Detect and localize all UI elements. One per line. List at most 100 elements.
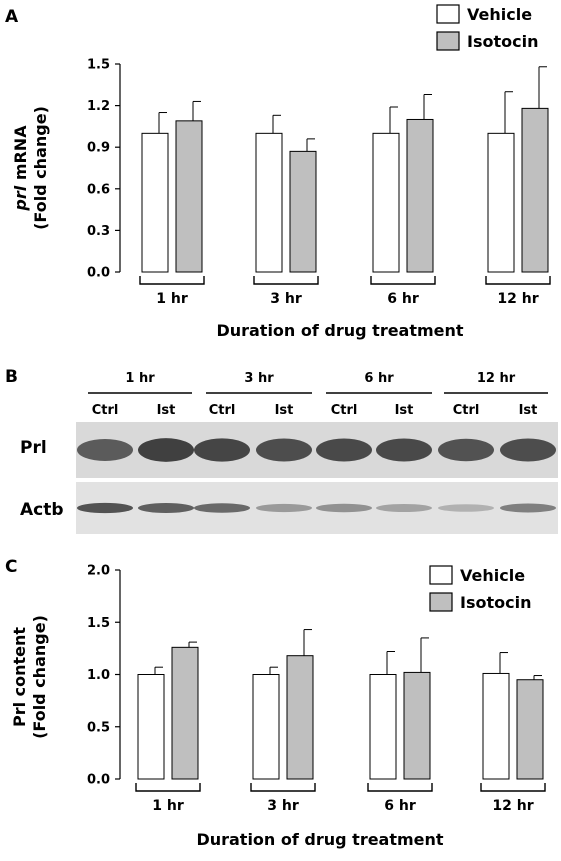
blot-band-actb	[316, 503, 372, 513]
bar-isotocin-12hr	[516, 679, 544, 780]
legend-a: Vehicle Isotocin	[436, 4, 538, 51]
category-bracket	[250, 783, 316, 792]
blot-lane-label: Ctrl	[209, 403, 236, 418]
blot-band-actb	[500, 503, 556, 513]
bars-c	[137, 629, 544, 780]
bar-isotocin-3hr	[286, 655, 314, 780]
x-tick-label: 6 hr	[384, 798, 416, 814]
category-bracket	[253, 276, 319, 285]
x-tick-label: 3 hr	[267, 798, 299, 814]
x-tick-label: 1 hr	[152, 798, 184, 814]
x-tick-label: 1 hr	[156, 291, 188, 307]
blot-band-actb	[256, 503, 312, 513]
panel-label-a: A	[5, 7, 19, 27]
y-tick-label: 0.9	[87, 141, 110, 156]
bar-vehicle-12hr	[487, 132, 515, 273]
panel-label-b: B	[5, 367, 18, 387]
y-tick-label: 1.0	[87, 668, 110, 683]
y-axis-label-line1: Prl content	[10, 627, 29, 727]
bar-vehicle-1hr	[141, 132, 169, 273]
panel-c: C Prl content (Fold change) 0.0 0.5 1.0 1.5 2…	[0, 550, 561, 857]
bar-isotocin-1hr	[171, 646, 199, 780]
blot-lane-label: Ist	[395, 403, 414, 418]
blot-band-actb	[376, 504, 432, 512]
panel-label-c: C	[5, 557, 17, 577]
bar-vehicle-3hr	[252, 674, 280, 780]
x-axis-label-a: Duration of drug treatment	[216, 321, 463, 340]
bar-vehicle-6hr	[369, 674, 397, 780]
y-tick-label: 0.0	[87, 266, 110, 281]
y-axis-label-a: prl mRNA (Fold change)	[11, 106, 50, 230]
y-tick-label: 0.6	[87, 182, 110, 197]
y-axis-label-gene: prl	[11, 185, 30, 211]
category-bracket	[480, 783, 546, 792]
y-tick-label: 2.0	[87, 564, 110, 579]
blot-group-label: 3 hr	[244, 371, 274, 386]
y-tick-label: 1.5	[87, 616, 110, 631]
bar-isotocin-6hr	[403, 671, 431, 780]
blot-lane-label: Ist	[157, 403, 176, 418]
y-tick-label: 0.5	[87, 720, 110, 735]
y-axis-label-line1: prl mRNA	[11, 125, 30, 212]
y-tick-label: 1.5	[87, 58, 110, 73]
blot-lane-label: Ist	[519, 403, 538, 418]
y-axis-label-line2: (Fold change)	[31, 106, 50, 230]
legend-label-isotocin: Isotocin	[460, 593, 531, 612]
x-axis-label-c: Duration of drug treatment	[196, 830, 443, 849]
blot-band-prl	[77, 439, 133, 461]
x-tick-label: 6 hr	[387, 291, 419, 307]
blot-band-prl	[256, 438, 312, 462]
y-tick-label: 0.0	[87, 773, 110, 788]
category-brackets-c: 1 hr 3 hr 6 hr 12 hr	[135, 783, 546, 814]
bar-vehicle-12hr	[482, 672, 510, 780]
blot-label-prl: Prl	[20, 438, 47, 458]
bars-a	[141, 66, 549, 273]
blot-band-actb	[138, 503, 194, 513]
bar-vehicle-3hr	[255, 132, 283, 273]
legend-label-vehicle: Vehicle	[460, 566, 525, 585]
blot-lane-label: Ctrl	[92, 403, 119, 418]
panel-a: A prl mRNA (Fold change) 0.0 0.3 0.6 0.9 1.2 1…	[0, 0, 561, 360]
legend-swatch-vehicle	[429, 565, 453, 585]
x-tick-label: 3 hr	[270, 291, 302, 307]
legend-swatch-isotocin	[436, 31, 460, 51]
legend-c: Vehicle Isotocin	[429, 565, 531, 612]
blot-time-groups: 1 hr 3 hr 6 hr 12 hr	[88, 371, 548, 394]
blot-band-prl	[500, 438, 556, 462]
bar-vehicle-6hr	[372, 132, 400, 273]
legend-label-isotocin: Isotocin	[467, 32, 538, 51]
western-blot: B 1 hr 3 hr 6 hr 12 hr Ctrl Ist Ctrl Ist Ctrl Is…	[5, 367, 558, 534]
blot-band-prl	[438, 438, 494, 462]
y-axis-label-line2: (Fold change)	[30, 615, 49, 739]
chart-c: C Prl content (Fold change) 0.0 0.5 1.0 1.5 2…	[5, 557, 546, 849]
blot-band-actb	[194, 503, 250, 513]
category-bracket	[139, 276, 205, 285]
panel-b: B 1 hr 3 hr 6 hr 12 hr Ctrl Ist Ctrl Ist Ctrl Is…	[0, 360, 561, 550]
blot-band-prl	[194, 438, 250, 462]
y-ticks-a: 0.0 0.3 0.6 0.9 1.2 1.5	[87, 58, 120, 281]
legend-label-vehicle: Vehicle	[467, 5, 532, 24]
chart-a: A prl mRNA (Fold change) 0.0 0.3 0.6 0.9 1.2 1…	[5, 4, 551, 340]
x-tick-label: 12 hr	[492, 798, 533, 814]
y-axis-label-c: Prl content (Fold change)	[10, 615, 49, 739]
blot-group-label: 1 hr	[125, 371, 155, 386]
bar-isotocin-3hr	[289, 150, 317, 273]
legend-swatch-isotocin	[429, 592, 453, 612]
blot-lane-labels: Ctrl Ist Ctrl Ist Ctrl Ist Ctrl Ist	[92, 403, 538, 418]
category-bracket	[485, 276, 551, 285]
blot-group-label: 12 hr	[477, 371, 516, 386]
blot-lane-label: Ctrl	[331, 403, 358, 418]
bar-isotocin-12hr	[521, 107, 549, 273]
category-bracket	[367, 783, 433, 792]
blot-group-label: 6 hr	[364, 371, 394, 386]
blot-bands	[77, 438, 556, 514]
y-tick-label: 1.2	[87, 99, 110, 114]
y-axis-label-rest: mRNA	[11, 125, 30, 186]
y-tick-label: 0.3	[87, 224, 110, 239]
bar-vehicle-1hr	[137, 674, 165, 780]
blot-lane-label: Ctrl	[453, 403, 480, 418]
bar-isotocin-6hr	[406, 118, 434, 273]
category-brackets-a: 1 hr 3 hr 6 hr 12 hr	[139, 276, 551, 307]
legend-swatch-vehicle	[436, 4, 460, 24]
blot-band-prl	[376, 438, 432, 462]
